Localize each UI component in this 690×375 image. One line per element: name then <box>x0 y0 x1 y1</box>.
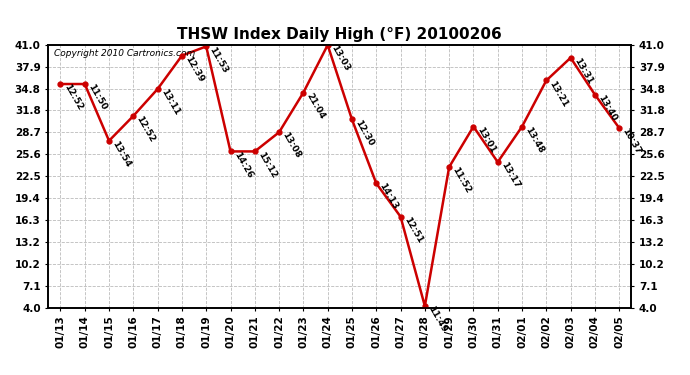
Text: 13:21: 13:21 <box>548 79 570 108</box>
Text: 13:03: 13:03 <box>329 44 351 73</box>
Text: 11:52: 11:52 <box>451 166 473 195</box>
Text: 15:12: 15:12 <box>256 150 278 179</box>
Text: 12:52: 12:52 <box>135 114 157 144</box>
Text: 12:30: 12:30 <box>353 118 375 147</box>
Text: 14:13: 14:13 <box>377 182 400 212</box>
Text: 10:37: 10:37 <box>620 127 642 156</box>
Text: 12:51: 12:51 <box>402 215 424 244</box>
Text: 21:04: 21:04 <box>305 91 327 120</box>
Text: 13:08: 13:08 <box>280 131 302 160</box>
Title: THSW Index Daily High (°F) 20100206: THSW Index Daily High (°F) 20100206 <box>177 27 502 42</box>
Text: 11:50: 11:50 <box>86 82 108 112</box>
Text: 12:39: 12:39 <box>184 54 206 84</box>
Text: Copyright 2010 Cartronics.com: Copyright 2010 Cartronics.com <box>54 49 195 58</box>
Text: 13:48: 13:48 <box>524 125 546 154</box>
Text: 13:01: 13:01 <box>475 125 497 154</box>
Text: 13:54: 13:54 <box>110 140 132 169</box>
Text: 12:52: 12:52 <box>62 82 84 112</box>
Text: 11:49: 11:49 <box>426 305 449 334</box>
Text: 11:53: 11:53 <box>208 45 230 74</box>
Text: 13:11: 13:11 <box>159 88 181 117</box>
Text: 13:17: 13:17 <box>499 160 521 190</box>
Text: 13:31: 13:31 <box>572 56 594 86</box>
Text: 14:26: 14:26 <box>232 150 254 179</box>
Text: 13:40: 13:40 <box>596 93 618 123</box>
